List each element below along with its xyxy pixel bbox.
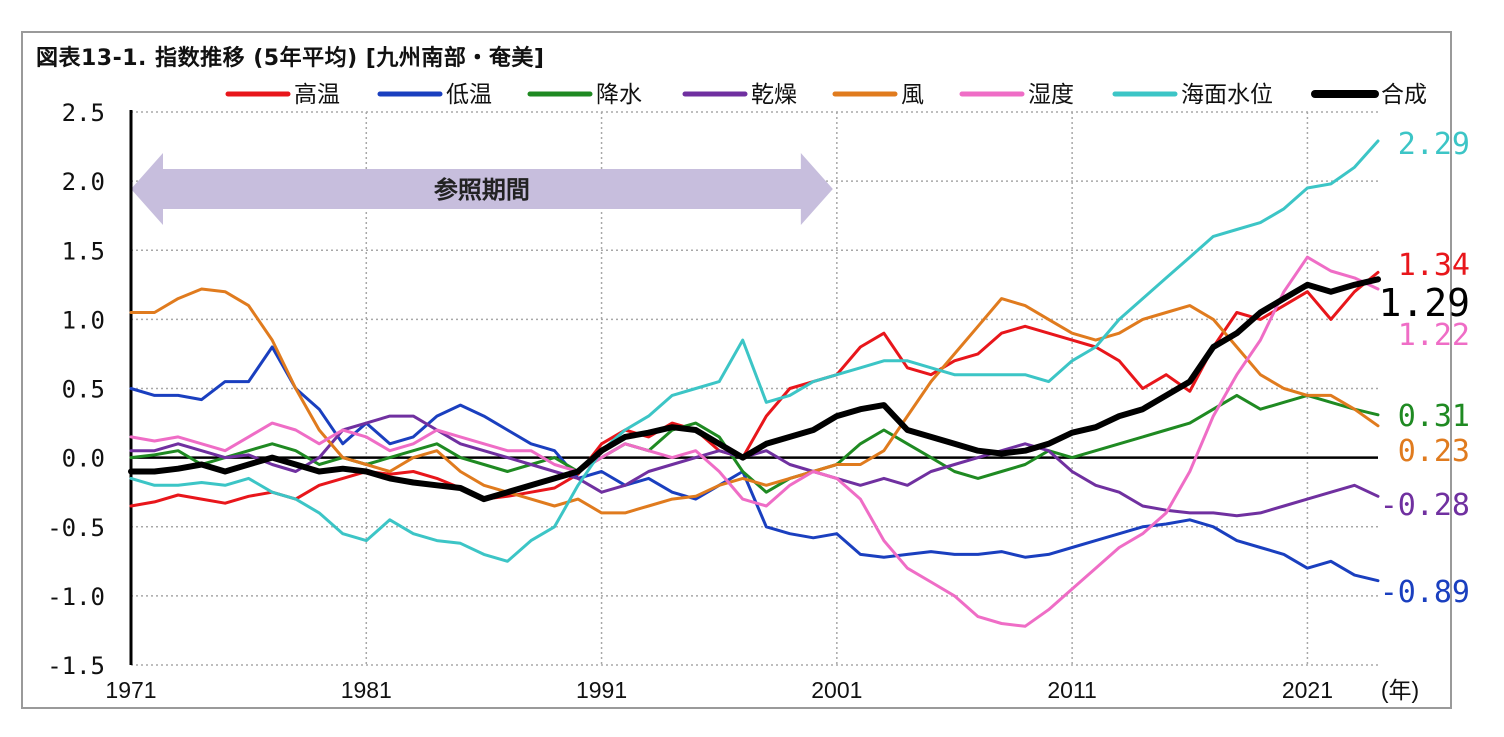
end-label-海面水位: 2.29 <box>1398 127 1470 162</box>
series-line-低温 <box>129 345 1380 583</box>
legend-label: 乾燥 <box>751 82 797 108</box>
series-line-海面水位 <box>129 139 1380 563</box>
y-tick-label: 0.0 <box>62 445 105 473</box>
y-tick-label: 1.5 <box>62 237 105 265</box>
legend-label: 風 <box>901 82 924 108</box>
y-tick-label: 2.0 <box>62 168 105 196</box>
end-label-合成: 1.29 <box>1378 281 1470 325</box>
series-line-湿度 <box>129 255 1380 628</box>
reference-period-arrow <box>131 153 833 225</box>
legend-label: 海面水位 <box>1181 82 1273 108</box>
legend-label: 降水 <box>596 82 642 108</box>
end-label-低温: -0.89 <box>1380 575 1470 610</box>
series-lines <box>128 139 1381 628</box>
x-tick-label: 2011 <box>1047 677 1096 703</box>
grid-lines <box>131 111 1378 666</box>
x-tick-label: 2001 <box>811 677 862 703</box>
legend-label: 合成 <box>1381 82 1427 108</box>
legend-label: 高温 <box>294 82 340 108</box>
series-line-合成 <box>128 276 1381 503</box>
chart-title: 図表13-1. 指数推移 (5年平均) [九州南部・奄美] <box>36 46 545 71</box>
y-tick-label: 1.0 <box>62 306 105 334</box>
end-label-湿度: 1.22 <box>1398 318 1470 353</box>
x-tick-label: 1971 <box>105 677 156 703</box>
end-label-乾燥: -0.28 <box>1380 488 1470 523</box>
reference-period: 参照期間 <box>131 153 833 225</box>
x-tick-label: 2021 <box>1282 677 1333 703</box>
legend-label: 低温 <box>446 82 492 108</box>
y-tick-label: -1.0 <box>47 583 105 611</box>
y-tick-label: 2.5 <box>62 99 105 127</box>
end-label-風: 0.23 <box>1398 434 1470 469</box>
y-tick-label: 0.5 <box>62 376 105 404</box>
end-label-降水: 0.31 <box>1398 399 1470 434</box>
legend-label: 湿度 <box>1028 82 1074 108</box>
x-tick-label: 1991 <box>576 677 627 703</box>
series-line-風 <box>129 287 1380 515</box>
x-unit-label: (年) <box>1381 677 1419 703</box>
series-line-高温 <box>129 270 1380 508</box>
end-labels: 1.34 -0.89 0.31 -0.28 0.23 1.22 2.29 1.29 <box>1378 127 1470 610</box>
y-tick-label: -1.5 <box>47 652 105 680</box>
legend: 高温 低温 降水 乾燥 風 湿度 海面水位 合成 <box>225 82 1427 108</box>
end-label-高温: 1.34 <box>1398 248 1470 283</box>
reference-period-label: 参照期間 <box>434 176 530 204</box>
x-tick-label: 1981 <box>341 677 392 703</box>
y-tick-label: -0.5 <box>47 514 105 542</box>
